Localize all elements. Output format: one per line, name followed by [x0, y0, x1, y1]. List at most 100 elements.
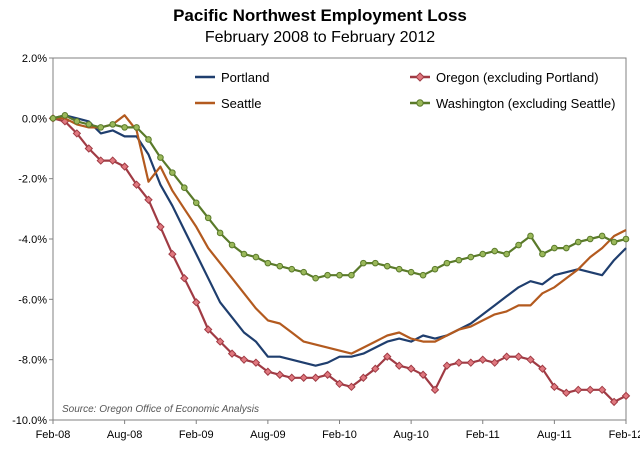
data-point-circle: [49, 115, 57, 122]
data-point-diamond: [490, 358, 499, 367]
legend-swatch-marker: [416, 99, 424, 107]
x-tick-label: Aug-09: [250, 429, 285, 441]
data-point-circle: [610, 238, 618, 246]
data-point-diamond: [466, 358, 476, 367]
legend-label: Washington (excluding Seattle): [436, 96, 615, 111]
y-tick-label: -6.0%: [18, 294, 47, 306]
chart-title: Pacific Northwest Employment Loss: [173, 6, 467, 25]
data-point-diamond: [609, 397, 619, 407]
data-point-diamond: [132, 180, 141, 189]
data-point-circle: [157, 154, 164, 161]
data-point-diamond: [287, 373, 296, 382]
legend-label: Seattle: [221, 96, 261, 111]
data-point-circle: [431, 265, 439, 273]
chart-subtitle: February 2008 to February 2012: [204, 29, 436, 46]
data-point-circle: [539, 250, 546, 258]
data-point-diamond: [538, 364, 547, 373]
data-point-diamond: [180, 274, 189, 283]
data-point-circle: [348, 271, 355, 279]
data-point-diamond: [359, 373, 368, 382]
data-point-circle: [336, 271, 343, 279]
x-tick-label: Feb-08: [36, 429, 71, 441]
data-point-diamond: [514, 352, 523, 361]
x-tick-label: Aug-10: [393, 429, 428, 441]
data-point-circle: [515, 241, 522, 249]
data-point-diamond: [144, 195, 153, 204]
data-point-diamond: [335, 379, 344, 389]
x-tick-label: Feb-11: [466, 429, 500, 441]
data-point-diamond: [263, 367, 273, 376]
data-point-circle: [479, 250, 487, 258]
data-point-circle: [73, 118, 81, 125]
data-point-diamond: [275, 370, 285, 379]
legend-label: Portland: [221, 70, 269, 85]
data-point-circle: [288, 265, 296, 273]
data-point-diamond: [347, 382, 356, 392]
data-point-circle: [586, 235, 594, 243]
data-point-diamond: [215, 337, 225, 346]
data-point-circle: [503, 250, 510, 258]
data-point-circle: [145, 136, 152, 143]
data-point-diamond: [550, 382, 559, 392]
data-point-circle: [455, 256, 463, 264]
data-point-diamond: [120, 162, 129, 171]
data-point-circle: [204, 214, 212, 222]
x-tick-label: Feb-09: [179, 429, 214, 441]
y-tick-label: 2.0%: [22, 53, 47, 65]
data-point-circle: [598, 232, 606, 240]
data-point-diamond: [478, 355, 487, 364]
data-point-diamond: [227, 349, 237, 358]
data-point-diamond: [251, 358, 261, 367]
data-point-diamond: [406, 364, 416, 373]
data-point-diamond: [192, 298, 201, 307]
data-point-diamond: [597, 385, 607, 395]
data-point-diamond: [585, 385, 595, 395]
data-point-diamond: [574, 385, 583, 395]
data-point-diamond: [96, 156, 105, 165]
data-point-circle: [216, 229, 224, 237]
series-line-0: [52, 114, 627, 367]
series-line-1: [52, 117, 627, 403]
data-point-circle: [622, 235, 630, 243]
x-tick-label: Aug-11: [537, 429, 572, 441]
data-point-circle: [276, 262, 284, 270]
data-point-circle: [61, 112, 69, 119]
data-point-diamond: [239, 355, 249, 364]
data-point-diamond: [442, 361, 452, 370]
data-point-circle: [395, 265, 403, 273]
data-point-circle: [419, 271, 427, 279]
data-point-diamond: [323, 370, 332, 379]
data-point-diamond: [621, 391, 631, 401]
data-point-circle: [551, 244, 558, 252]
data-point-circle: [133, 124, 140, 131]
data-point-circle: [383, 262, 391, 270]
legend-label: Oregon (excluding Portland): [436, 70, 599, 85]
data-point-circle: [360, 259, 367, 267]
data-point-diamond: [311, 373, 320, 382]
data-point-diamond: [72, 129, 82, 138]
data-point-circle: [228, 241, 236, 249]
data-point-diamond: [168, 249, 177, 259]
y-tick-label: -8.0%: [18, 355, 47, 367]
data-point-diamond: [108, 156, 117, 165]
series-line-2: [53, 114, 627, 355]
data-point-circle: [109, 121, 116, 128]
data-point-diamond: [502, 352, 511, 361]
data-point-diamond: [562, 388, 571, 398]
data-point-circle: [443, 259, 451, 267]
data-point-diamond: [203, 325, 213, 334]
data-point-circle: [240, 250, 248, 258]
x-tick-label: Aug-08: [107, 429, 142, 441]
data-point-circle: [491, 247, 498, 255]
legend-swatch-marker: [415, 72, 425, 82]
data-point-circle: [181, 184, 188, 192]
source-note: Source: Oregon Office of Economic Analys…: [62, 404, 259, 415]
data-point-circle: [407, 268, 415, 276]
y-tick-label: -4.0%: [18, 234, 47, 246]
y-tick-label: 0.0%: [22, 113, 47, 125]
data-point-circle: [372, 259, 379, 267]
data-point-diamond: [430, 385, 440, 395]
data-point-diamond: [394, 361, 404, 370]
data-point-circle: [264, 259, 272, 267]
